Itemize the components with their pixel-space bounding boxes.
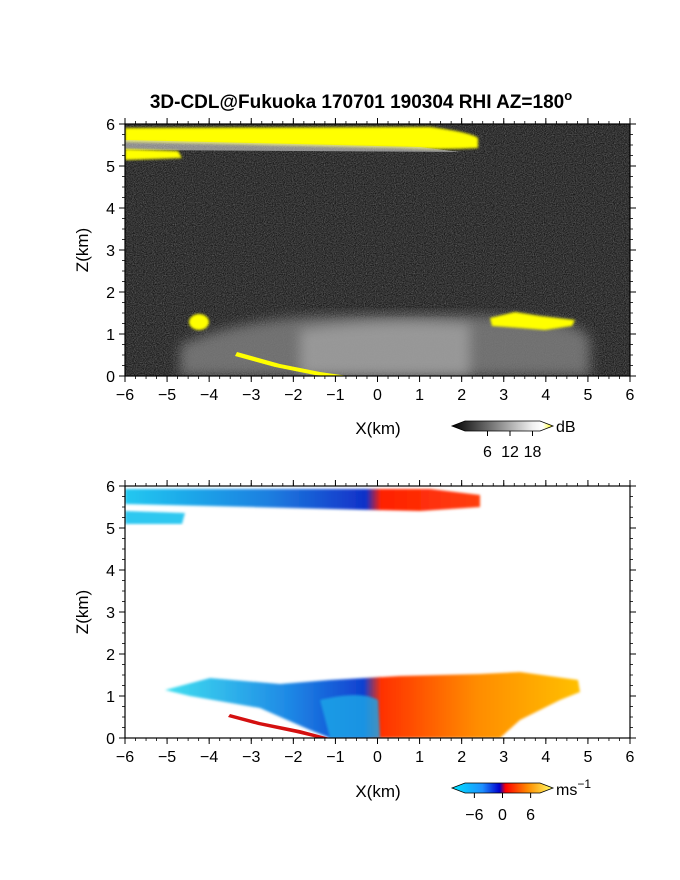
y-tick-label: 4 — [106, 201, 115, 218]
x-tick-label: 0 — [373, 387, 382, 404]
colorbar-tick-label: 18 — [524, 444, 542, 461]
x-tick-label: −1 — [326, 749, 344, 766]
x-tick-label: −6 — [116, 749, 134, 766]
x-tick-label: 2 — [457, 749, 466, 766]
y-tick-label: 1 — [106, 327, 115, 344]
x-axis-label: X(km) — [355, 419, 400, 438]
boundary-layer-core — [320, 695, 380, 738]
y-tick-label: 1 — [106, 689, 115, 706]
colorbar-tick-label: 6 — [526, 807, 535, 824]
x-tick-label: −3 — [242, 387, 260, 404]
x-tick-label: 3 — [499, 749, 508, 766]
y-tick-label: 2 — [106, 285, 115, 302]
x-tick-label: −2 — [284, 749, 302, 766]
y-tick-label: 2 — [106, 647, 115, 664]
x-tick-label: 3 — [499, 387, 508, 404]
y-axis-label: Z(km) — [73, 590, 92, 634]
x-tick-label: 2 — [457, 387, 466, 404]
velocity-plot-area — [125, 486, 630, 738]
upper-cloud-layer — [125, 489, 480, 511]
lower-cloud-strip — [125, 149, 182, 160]
y-tick-label: 5 — [106, 159, 115, 176]
y-tick-label: 5 — [106, 521, 115, 538]
colorbar-tick-label: 12 — [501, 444, 519, 461]
colorbar-label: dB — [556, 419, 576, 436]
y-tick-label: 4 — [106, 563, 115, 580]
right-echo-band — [490, 312, 575, 330]
upper-cloud-edge — [125, 140, 460, 152]
x-tick-label: −1 — [326, 387, 344, 404]
colorbar: dB 6 12 18 — [450, 419, 576, 461]
ground-clutter-line — [228, 714, 330, 738]
colorbar-label: ms−1 — [556, 777, 591, 799]
x-tick-label: 0 — [373, 749, 382, 766]
colorbar-bar — [450, 420, 555, 432]
colorbar: ms−1 −6 0 6 — [450, 777, 591, 824]
y-tick-label: 3 — [106, 605, 115, 622]
x-tick-label: 6 — [626, 749, 635, 766]
x-tick-label: −6 — [116, 387, 134, 404]
boundary-layer-core — [300, 322, 470, 376]
x-axis-label: X(km) — [355, 782, 400, 801]
x-tick-label: −2 — [284, 387, 302, 404]
colorbar-bar — [450, 782, 555, 794]
left-echo-blob — [189, 314, 209, 330]
velocity-panel: −6 −5 −4 −3 −2 −1 0 1 2 3 4 5 6 0 1 2 3 4 5 6 X(km) Z(km) m… — [73, 479, 636, 824]
y-tick-label: 0 — [106, 369, 115, 386]
x-tick-label: 1 — [415, 387, 424, 404]
y-tick-label: 6 — [106, 479, 115, 496]
x-tick-label: 5 — [583, 387, 592, 404]
colorbar-tick-label: −6 — [465, 807, 483, 824]
x-tick-label: 5 — [583, 749, 592, 766]
axes: −6 −5 −4 −3 −2 −1 0 1 2 3 4 5 6 0 1 2 3 4 5 6 — [106, 117, 636, 404]
panel-title: 3D-CDL@Fukuoka 170701 190304 RHI AZ=180o — [150, 88, 572, 113]
y-tick-label: 6 — [106, 117, 115, 134]
x-tick-label: 4 — [541, 387, 550, 404]
x-tick-label: −5 — [158, 387, 176, 404]
y-tick-label: 3 — [106, 243, 115, 260]
x-tick-label: 1 — [415, 749, 424, 766]
colorbar-ticks: 6 12 18 — [483, 431, 542, 461]
x-tick-label: −3 — [242, 749, 260, 766]
x-tick-label: −4 — [200, 387, 218, 404]
axes: −6 −5 −4 −3 −2 −1 0 1 2 3 4 5 6 0 1 2 3 4 5 6 — [106, 479, 636, 766]
x-tick-label: 6 — [626, 387, 635, 404]
x-tick-label: 4 — [541, 749, 550, 766]
y-axis-label: Z(km) — [73, 228, 92, 272]
x-tick-label: −5 — [158, 749, 176, 766]
reflectivity-panel: 3D-CDL@Fukuoka 170701 190304 RHI AZ=180o… — [73, 88, 636, 461]
y-tick-label: 0 — [106, 731, 115, 748]
reflectivity-plot-area — [125, 124, 630, 376]
colorbar-ticks: −6 0 6 — [465, 793, 535, 824]
x-tick-label: −4 — [200, 749, 218, 766]
colorbar-tick-label: 0 — [498, 807, 507, 824]
lower-cloud-strip — [125, 511, 185, 524]
colorbar-tick-label: 6 — [483, 444, 492, 461]
